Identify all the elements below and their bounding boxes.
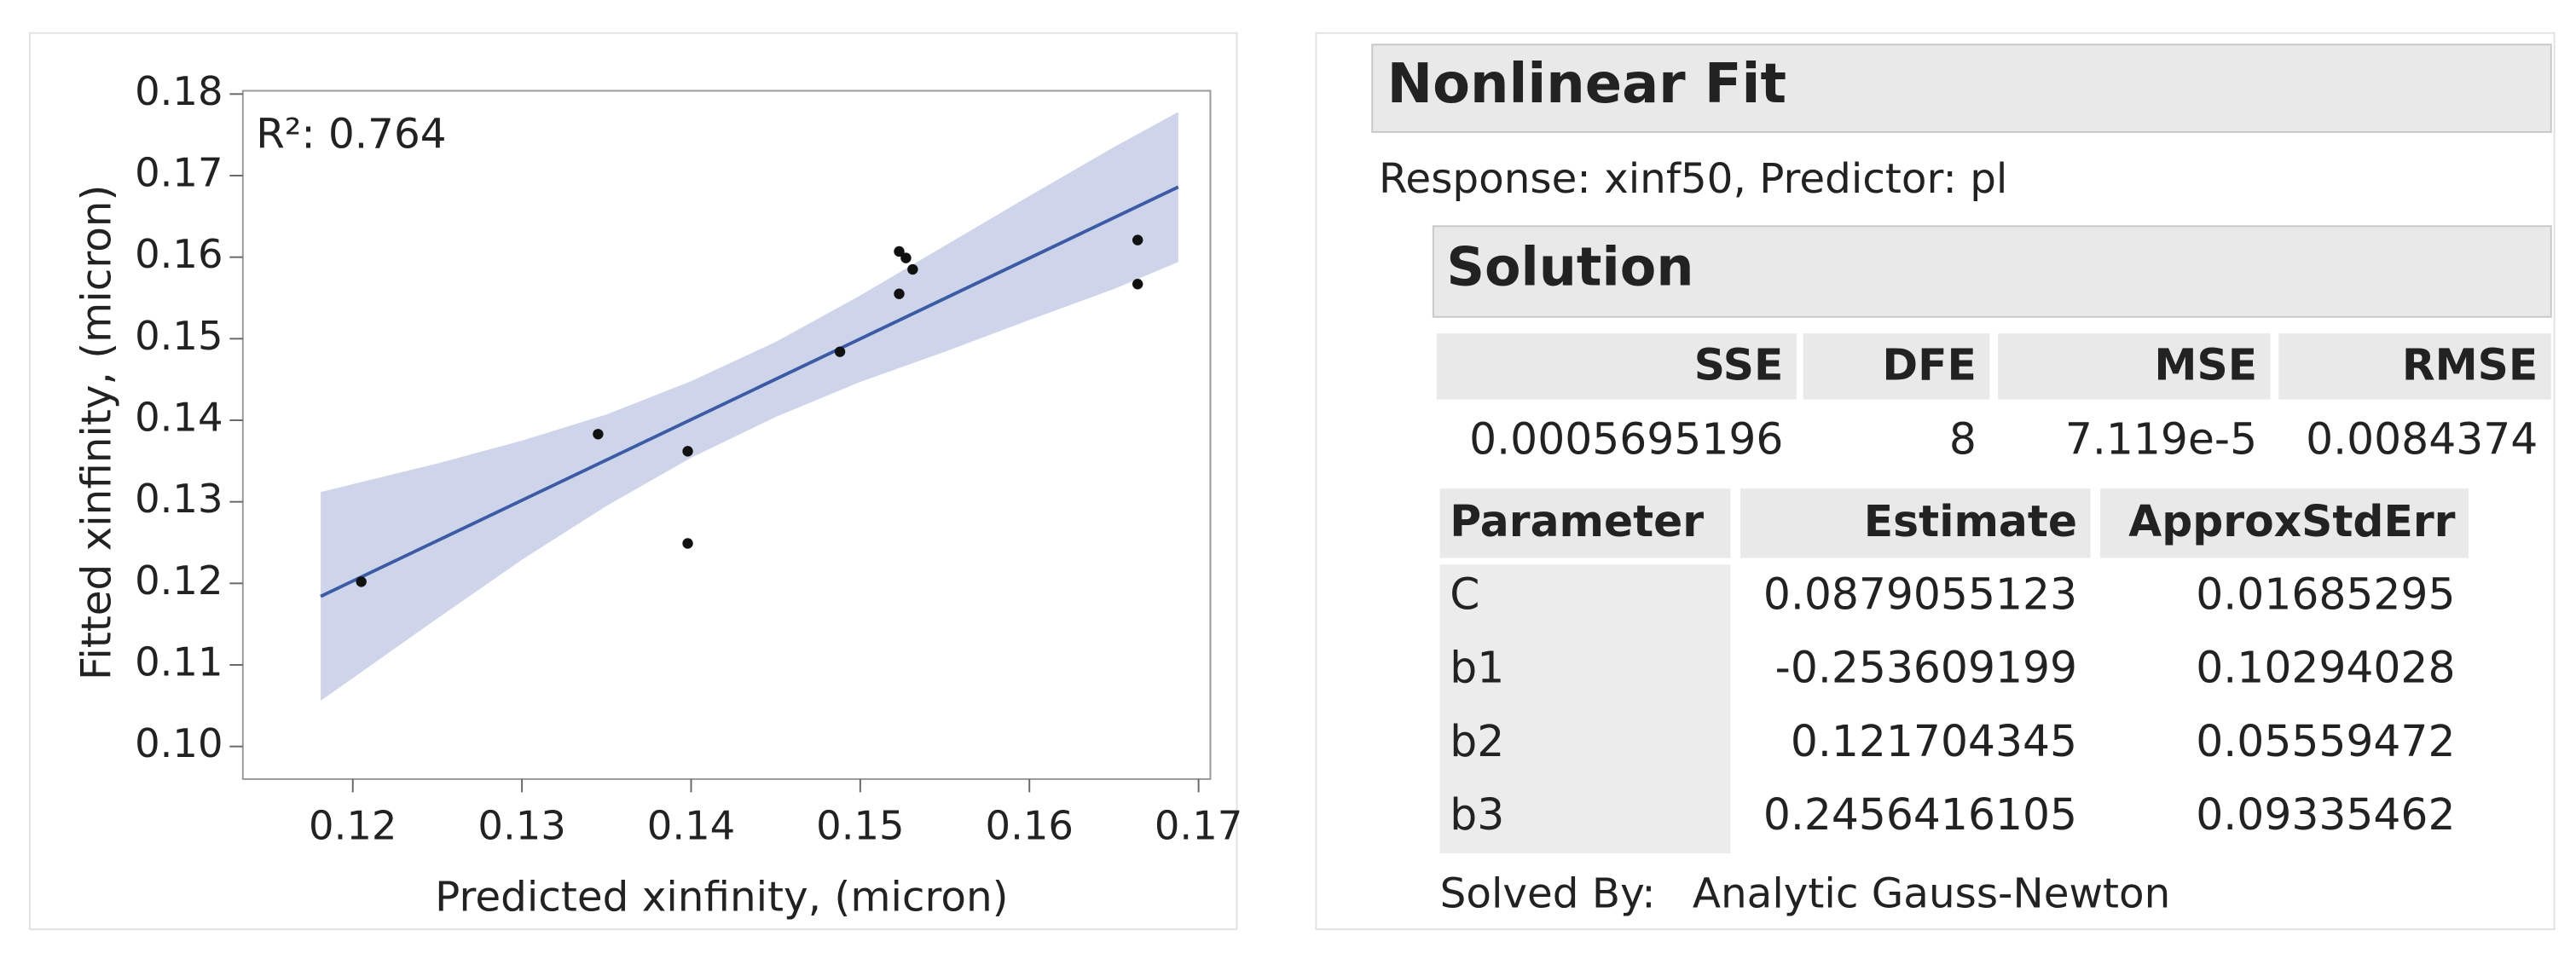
data-point	[894, 288, 905, 299]
data-point	[1132, 234, 1143, 246]
y-axis-title: Fitted xinfinity, (micron)	[72, 185, 120, 680]
table-header: SSE	[1694, 339, 1784, 390]
table-cell: C	[1450, 569, 1479, 619]
table-header: DFE	[1882, 339, 1977, 390]
table-header: MSE	[2154, 339, 2257, 390]
y-tick-label: 0.11	[135, 639, 223, 685]
table-header: ApproxStdErr	[2128, 496, 2455, 546]
y-tick-label: 0.18	[135, 68, 223, 114]
data-point	[894, 246, 905, 257]
x-tick-label: 0.13	[478, 803, 565, 849]
y-tick-label: 0.16	[135, 231, 223, 277]
x-tick-label: 0.16	[986, 803, 1074, 849]
x-tick-label: 0.14	[647, 803, 735, 849]
y-tick-label: 0.17	[135, 149, 223, 195]
table-cell: 0.10294028	[2196, 643, 2455, 693]
data-point	[356, 576, 367, 587]
confidence-band	[321, 112, 1178, 702]
table-header-cell	[1436, 333, 1797, 400]
table-cell: -0.253609199	[1775, 643, 2077, 693]
table-cell: b3	[1450, 789, 1504, 840]
table-header-cell	[2278, 333, 2551, 400]
x-tick-label: 0.12	[309, 803, 397, 849]
table-header-cell	[1740, 488, 2091, 558]
table-cell: 0.01685295	[2196, 569, 2455, 619]
y-tick-label: 0.15	[135, 313, 223, 359]
table-cell: 0.0879055123	[1763, 569, 2077, 619]
fit-line	[320, 185, 1179, 598]
data-point	[900, 252, 912, 263]
y-tick-label: 0.14	[135, 394, 223, 440]
data-point	[682, 538, 693, 549]
table-cell: 7.119e-5	[2065, 413, 2257, 464]
table-cell: b2	[1450, 716, 1504, 766]
table-cell: 0.09335462	[2196, 789, 2455, 840]
report-header[interactable]	[1371, 43, 2552, 133]
data-point	[1132, 279, 1143, 290]
y-tick-label: 0.12	[135, 557, 223, 604]
data-point	[593, 429, 604, 440]
table-header: Estimate	[1864, 496, 2077, 546]
table-header: RMSE	[2402, 339, 2538, 390]
table-cell: 0.121704345	[1791, 716, 2077, 766]
table-header-cell	[1998, 333, 2271, 400]
x-tick-label: 0.17	[1155, 803, 1242, 849]
solved-by-method: Analytic Gauss-Newton	[1693, 869, 2170, 917]
table-cell: 0.05559472	[2196, 716, 2455, 766]
table-cell: 0.2456416105	[1763, 789, 2077, 840]
data-point	[907, 263, 918, 275]
x-tick-label: 0.15	[816, 803, 904, 849]
solved-by-label: Solved By:	[1440, 869, 1656, 917]
table-cell: 0.0084374	[2306, 413, 2538, 464]
y-tick-label: 0.10	[135, 720, 223, 766]
report-title: Nonlinear Fit	[1387, 53, 1786, 116]
solution-header[interactable]	[1432, 225, 2552, 318]
y-tick-label: 0.13	[135, 476, 223, 522]
x-axis-title: Predicted xinfinity, (micron)	[435, 873, 1008, 921]
table-cell: 8	[1949, 413, 1977, 464]
report-subtitle: Response: xinf50, Predictor: pl	[1379, 155, 2007, 203]
data-point	[682, 446, 693, 457]
table-header-cell	[1439, 488, 1731, 558]
parameter-column-bg	[1439, 564, 1731, 854]
data-point	[834, 346, 846, 357]
table-header: Parameter	[1450, 496, 1704, 546]
table-header-cell	[1803, 333, 1990, 400]
r-squared-annotation: R²: 0.764	[256, 111, 446, 159]
solution-title: Solution	[1446, 236, 1693, 298]
table-cell: b1	[1450, 643, 1504, 693]
table-header-cell	[2100, 488, 2469, 558]
table-cell: 0.0005695196	[1469, 413, 1783, 464]
